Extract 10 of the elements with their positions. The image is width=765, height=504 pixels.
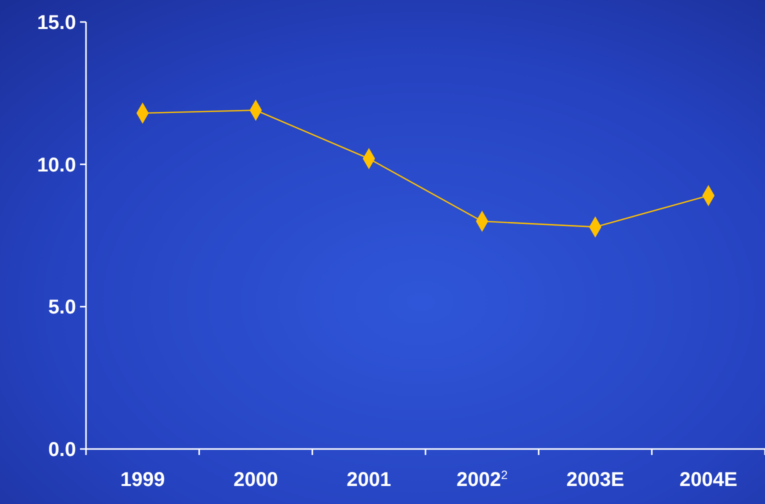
y-tick-label: 15.0 [37, 12, 76, 34]
x-tick-label: 2001 [346, 469, 392, 491]
x-tick-label: 2004E [679, 469, 738, 491]
x-tick-label: 2002$^{2}$ [456, 468, 508, 491]
y-tick-label: 0.0 [48, 439, 76, 461]
x-tick-label: 2003E [566, 469, 624, 491]
x-tick-label: 2000 [234, 469, 278, 491]
x-tick-label: 1999 [120, 469, 165, 491]
y-tick-label: 5.0 [48, 296, 76, 319]
y-tick-label: 10.0 [37, 154, 76, 176]
